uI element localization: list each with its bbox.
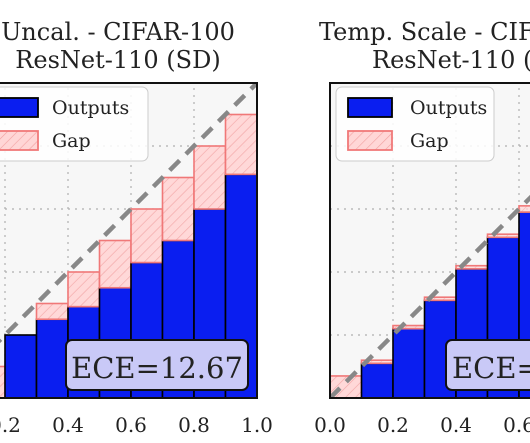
legend-swatch-gap bbox=[0, 130, 39, 151]
x-tick-label: 0.8 bbox=[178, 413, 210, 437]
gap-bar bbox=[67, 271, 101, 308]
legend-swatch-gap bbox=[347, 130, 393, 151]
ece-value: ECE=12.67 bbox=[71, 351, 243, 385]
gap-bar bbox=[518, 205, 530, 213]
output-bar bbox=[360, 362, 394, 398]
output-bar bbox=[4, 334, 38, 398]
output-bar bbox=[392, 327, 426, 398]
legend-label-outputs: Outputs bbox=[410, 97, 487, 119]
panel-uncalibrated: Uncal. - CIFAR-100 ResNet-110 (SD) Outpu… bbox=[0, 18, 273, 437]
gap-bar bbox=[161, 176, 195, 242]
legend: Outputs Gap bbox=[335, 86, 495, 162]
gap-bar bbox=[193, 145, 227, 210]
x-tick-label: 0.4 bbox=[440, 413, 472, 437]
x-tick-label: 0.0 bbox=[314, 413, 346, 437]
x-tick-label: 0.6 bbox=[503, 413, 530, 437]
x-tick-label: 0.2 bbox=[0, 413, 21, 437]
plot-frame bbox=[329, 82, 530, 399]
ece-box bbox=[445, 339, 530, 391]
diagonal-reference-line bbox=[330, 194, 530, 398]
gap-bar bbox=[130, 208, 164, 264]
panel-title-line1: Temp. Scale - CIF bbox=[319, 18, 530, 46]
ece-box bbox=[65, 339, 249, 391]
x-tick-label: 0.2 bbox=[377, 413, 409, 437]
panel-title-line2: ResNet-110 (SD) bbox=[15, 46, 220, 74]
x-tick-label: 0.4 bbox=[52, 413, 84, 437]
gap-bar bbox=[35, 302, 69, 321]
ece-value: ECE= bbox=[452, 351, 530, 385]
legend-label-gap: Gap bbox=[52, 130, 91, 152]
panel-temperature-scaled: Temp. Scale - CIF ResNet-110 (S Outputs … bbox=[314, 18, 530, 437]
output-bar bbox=[518, 211, 530, 398]
x-axis-ticks: 0.0 0.2 0.4 0.6 bbox=[314, 413, 530, 437]
legend-swatch-outputs bbox=[0, 97, 39, 118]
legend: Outputs Gap bbox=[0, 86, 149, 162]
output-bar bbox=[35, 318, 69, 398]
legend-label-outputs: Outputs bbox=[52, 97, 129, 119]
ece-annotation: ECE= bbox=[445, 339, 530, 391]
panel-title-line2: ResNet-110 (S bbox=[372, 46, 530, 74]
diagonal-reference-line bbox=[0, 83, 257, 344]
gap-bar bbox=[98, 239, 132, 289]
plot-frame bbox=[0, 82, 258, 399]
gap-bar bbox=[224, 113, 257, 176]
legend-swatch-outputs bbox=[347, 97, 393, 118]
legend-label-gap: Gap bbox=[410, 130, 449, 152]
ece-annotation: ECE=12.67 bbox=[65, 339, 249, 391]
x-axis-ticks: 0.2 0.4 0.6 0.8 1.0 bbox=[0, 413, 273, 437]
x-tick-label: 0.6 bbox=[115, 413, 147, 437]
x-tick-label: 1.0 bbox=[241, 413, 273, 437]
panel-title-line1: Uncal. - CIFAR-100 bbox=[1, 18, 235, 46]
